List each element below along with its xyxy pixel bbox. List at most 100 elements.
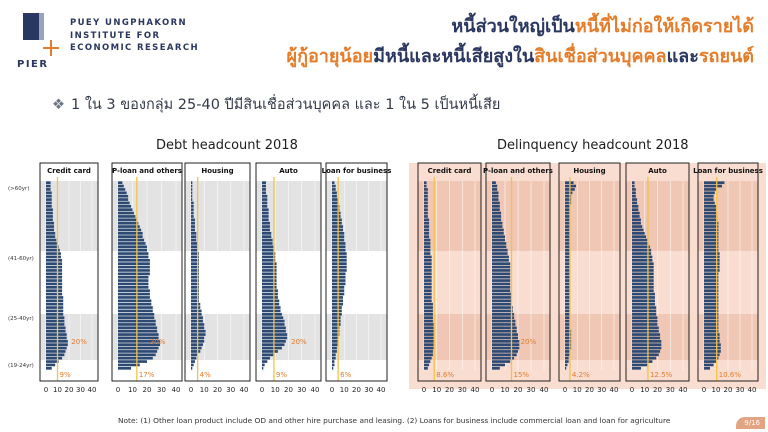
logo-bar-dark	[23, 13, 39, 40]
age-group-label: (>60yr)	[8, 186, 29, 192]
panel-title: P-loan and others	[112, 167, 182, 175]
x-tick-label: 10	[501, 386, 510, 394]
bar	[565, 316, 570, 320]
bar	[332, 181, 335, 185]
bar	[424, 339, 435, 343]
bar	[704, 346, 721, 350]
bar	[704, 285, 719, 289]
bar	[262, 218, 269, 222]
bar	[492, 198, 499, 201]
bar	[704, 248, 719, 252]
bar	[118, 258, 150, 262]
bar	[118, 336, 159, 340]
bar	[46, 188, 51, 191]
age-group-label: (19-24yr)	[8, 363, 34, 369]
x-tick-label: 20	[65, 386, 74, 394]
bar	[632, 184, 635, 188]
panel-title: Auto	[279, 167, 298, 175]
bar	[262, 201, 268, 205]
bar	[424, 319, 433, 323]
bar	[492, 181, 496, 185]
bar	[262, 319, 285, 323]
bar	[191, 245, 198, 249]
bar	[332, 316, 341, 320]
bar	[118, 242, 146, 245]
key-point: ❖ 1 ใน 3 ของกลุ่ม 25-40 ปีมีสินเชื่อส่วนบ…	[52, 93, 500, 116]
panel-title: Housing	[201, 167, 233, 175]
bar	[332, 269, 347, 272]
bar	[118, 282, 149, 286]
bar	[118, 350, 158, 353]
bar	[704, 245, 719, 249]
bar	[262, 336, 288, 340]
bar	[262, 279, 277, 282]
bar	[424, 198, 428, 201]
bar	[424, 309, 433, 313]
bar	[46, 262, 63, 266]
bar	[424, 285, 432, 289]
logo-line-2: INSTITUTE FOR	[70, 30, 161, 41]
bar	[492, 194, 499, 198]
bar	[704, 323, 719, 326]
bar	[191, 255, 199, 259]
bar	[565, 201, 572, 205]
bar	[632, 279, 654, 282]
bar	[424, 218, 430, 222]
x-tick-label: 20	[653, 386, 662, 394]
bar	[632, 292, 655, 296]
bar	[492, 329, 517, 333]
panel-title: Loan for business	[322, 167, 392, 175]
bar	[118, 221, 139, 225]
bar	[704, 191, 715, 195]
x-tick-label: 30	[297, 386, 306, 394]
x-tick-label: 30	[527, 386, 536, 394]
bar	[46, 235, 56, 239]
bar	[424, 242, 431, 245]
x-tick-label: 10	[340, 386, 349, 394]
bar	[704, 282, 719, 286]
bar	[492, 221, 503, 225]
bar	[632, 285, 654, 289]
x-tick-label: 40	[377, 386, 386, 394]
bar	[118, 289, 150, 293]
bar	[565, 333, 572, 336]
bar	[262, 333, 288, 336]
logo-bar-light	[39, 13, 44, 40]
bar	[704, 225, 719, 228]
bar	[424, 296, 432, 299]
bar	[332, 309, 342, 313]
bar	[492, 289, 511, 293]
bar	[632, 306, 657, 309]
bar	[191, 201, 194, 205]
bar	[118, 255, 149, 259]
bar	[565, 194, 572, 198]
bar	[632, 225, 643, 228]
bar	[492, 248, 508, 252]
bar	[565, 309, 570, 313]
bar	[118, 346, 159, 350]
bar	[46, 356, 63, 360]
bar	[118, 316, 155, 320]
bar	[424, 191, 428, 195]
logo-line-1: PUEY UNGPHAKORN	[70, 18, 188, 28]
bar	[492, 356, 515, 360]
bar	[704, 299, 719, 303]
bar	[191, 231, 197, 235]
bar	[332, 343, 339, 347]
bar	[262, 248, 274, 252]
bar	[492, 218, 502, 222]
bar	[46, 265, 63, 269]
bar	[191, 181, 193, 185]
bar	[632, 191, 636, 195]
x-tick-label: 0	[116, 386, 120, 394]
bar	[492, 333, 518, 336]
bar	[262, 198, 268, 201]
bar	[632, 289, 654, 293]
bar	[118, 366, 132, 370]
bar	[46, 282, 63, 286]
logo-mark-text: PIER	[17, 59, 49, 68]
bar	[492, 262, 511, 266]
bar	[565, 353, 570, 357]
bar	[332, 215, 341, 218]
